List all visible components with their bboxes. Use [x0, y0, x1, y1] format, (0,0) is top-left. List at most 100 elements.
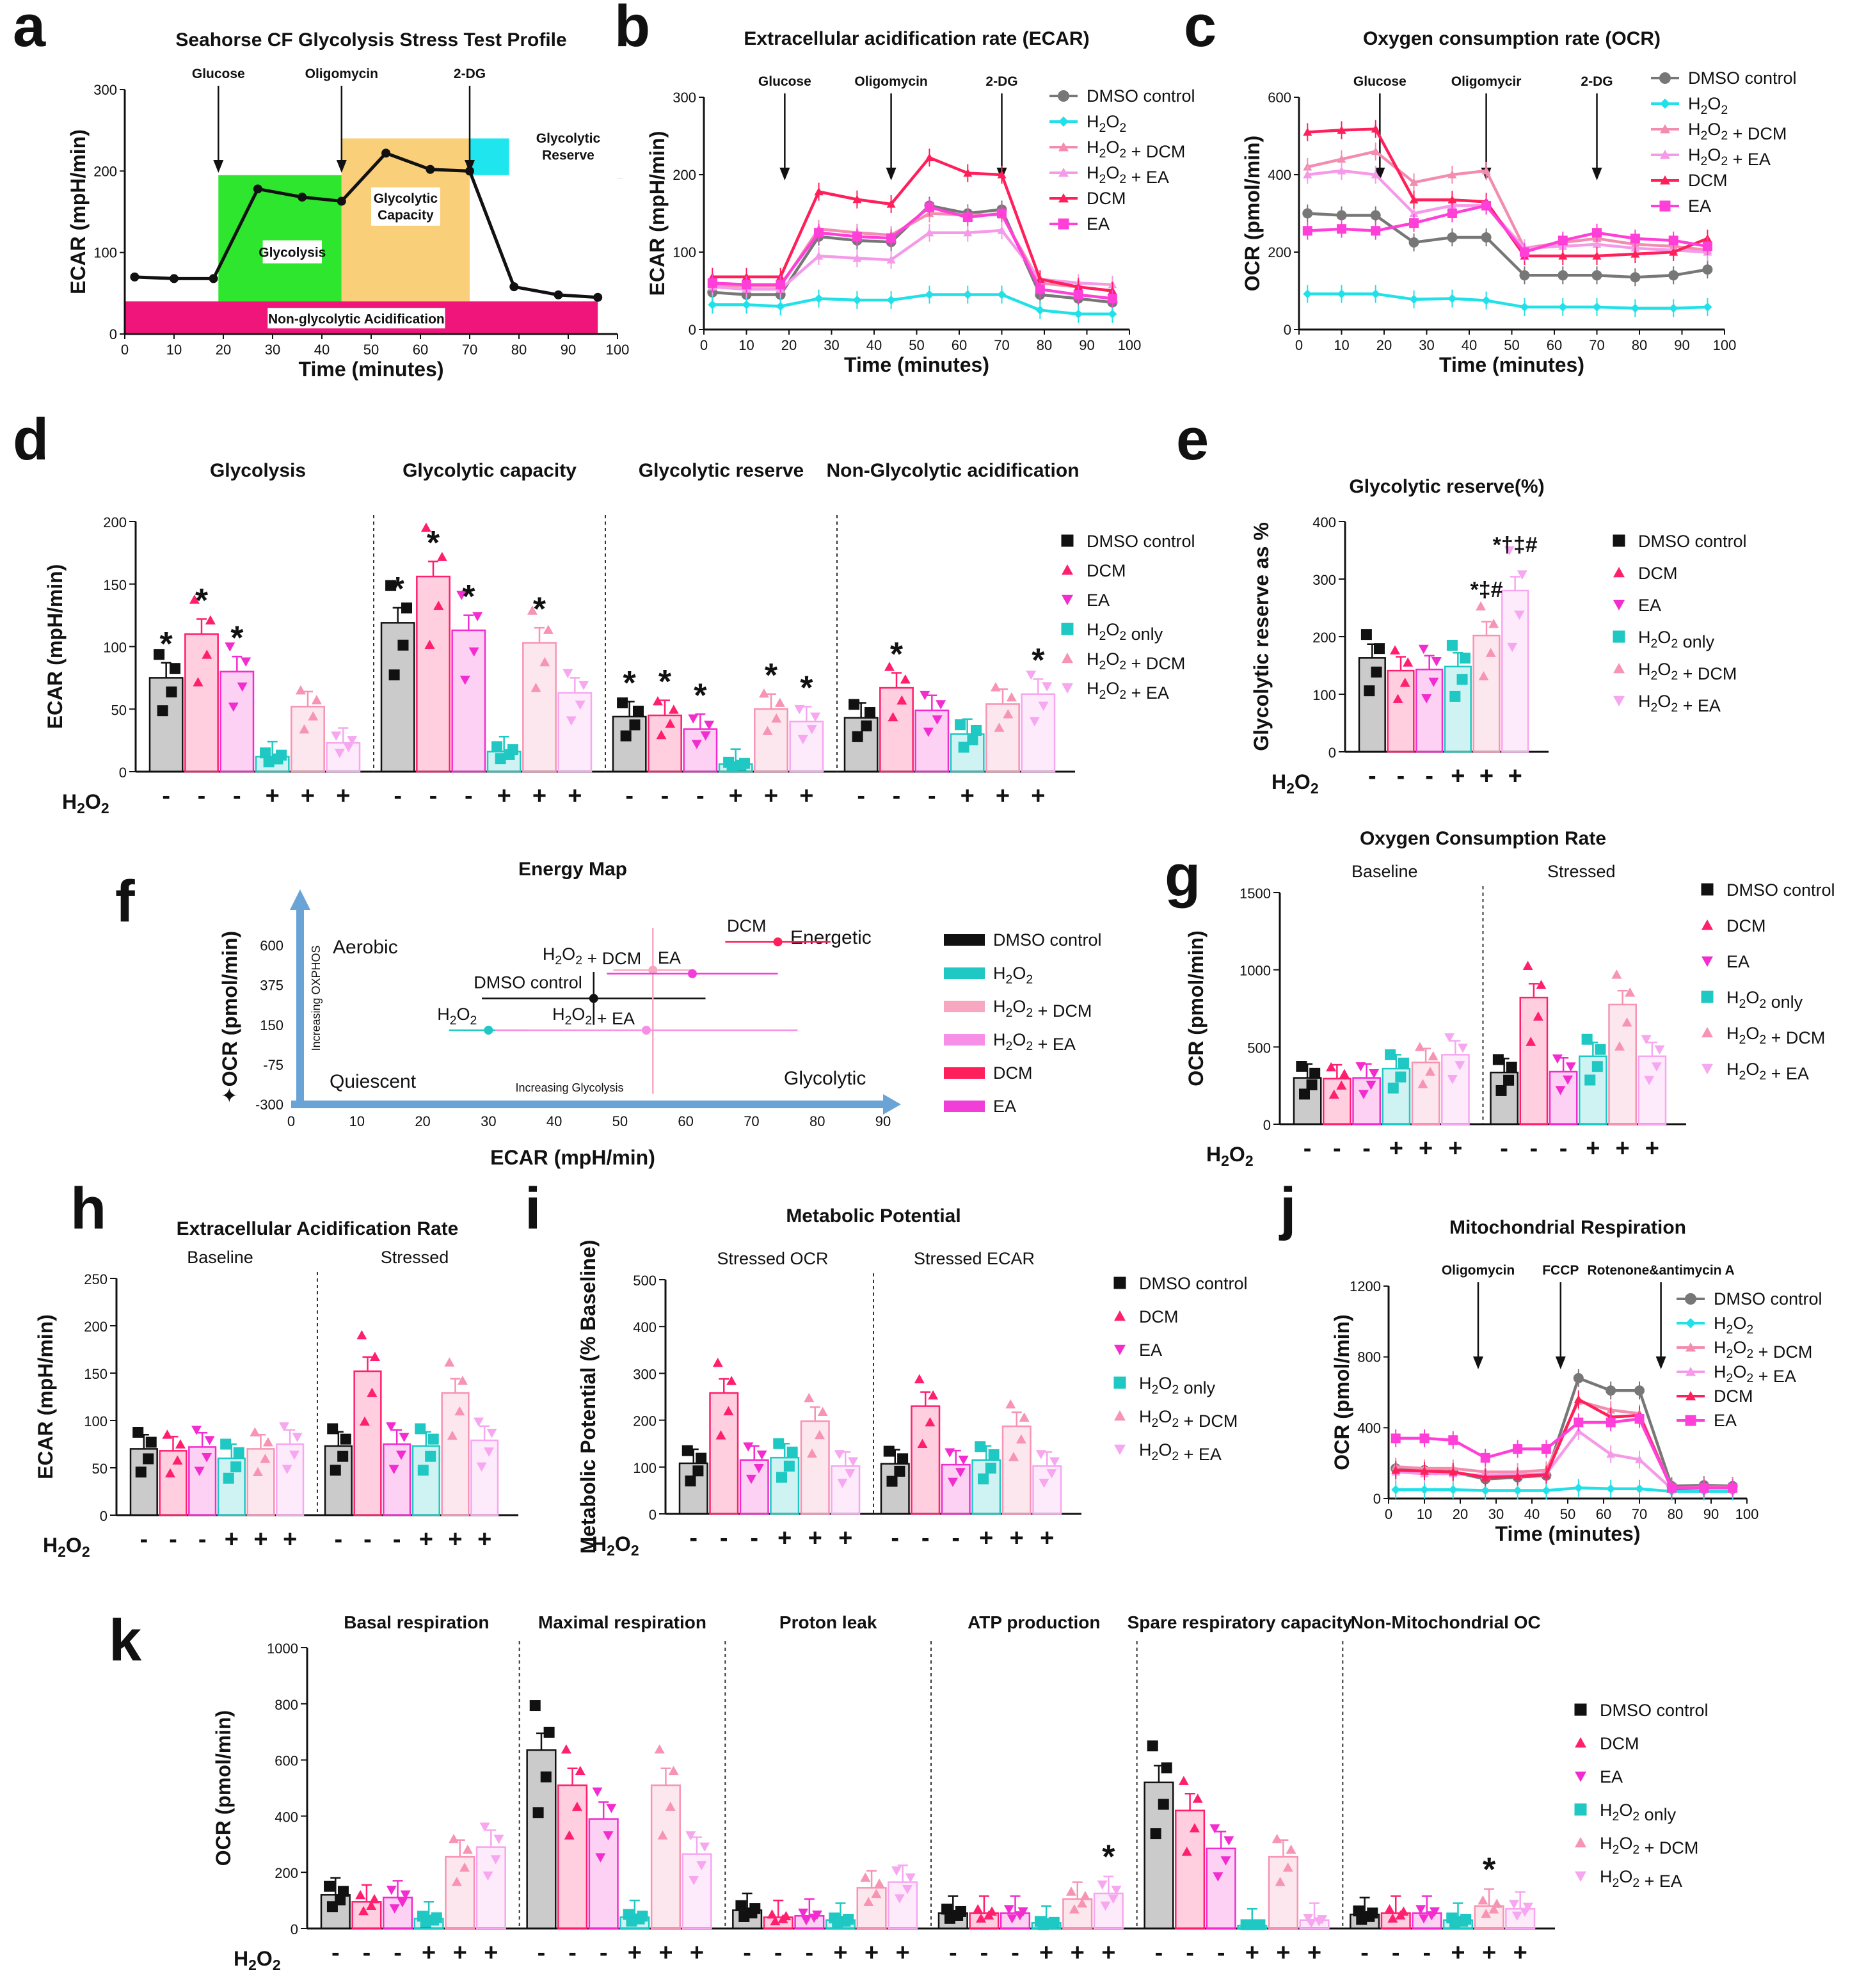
significance-star: * [694, 677, 707, 714]
legend-label: DMSO control [1688, 68, 1797, 88]
data-point [205, 615, 216, 624]
data-point [1522, 960, 1533, 971]
data-point [874, 1878, 885, 1888]
data-point [886, 199, 896, 208]
injection-label: 2-DG [454, 67, 486, 81]
data-point [971, 724, 982, 736]
y-tick-label: 400 [1357, 1420, 1381, 1436]
legend-marker [1613, 534, 1625, 547]
legend-marker [1575, 1837, 1586, 1848]
data-point [592, 1787, 603, 1797]
data-point [1635, 1484, 1644, 1493]
data-point [1447, 232, 1458, 243]
data-point [191, 1426, 202, 1435]
h2o2-sign: + [1276, 1939, 1290, 1966]
data-point [1481, 1909, 1492, 1918]
h2o2-sign: - [600, 1939, 608, 1966]
panel-d: 0 50 100 150 200 ECAR (mpH/min) Glycolysis * - * -… [44, 460, 1195, 816]
h2o2-sign: - [689, 1525, 697, 1552]
data-point [1478, 671, 1489, 681]
data-point [1420, 1485, 1429, 1495]
data-point [308, 711, 319, 720]
legend-marker [1058, 90, 1069, 102]
bar [1387, 669, 1415, 753]
data-point [696, 1452, 707, 1464]
data-point [1606, 1449, 1616, 1458]
legend-label: H2O2 only [1638, 628, 1715, 651]
bar [276, 1443, 305, 1516]
x-tick-label: 80 [511, 342, 527, 358]
legend-label: H2O2 only [1726, 988, 1803, 1012]
h2o2-sign: + [1479, 763, 1494, 790]
data-point [1302, 226, 1312, 236]
data-point [1339, 1069, 1350, 1079]
data-point [1220, 1856, 1231, 1866]
data-point [1178, 1776, 1189, 1785]
bar [522, 642, 557, 773]
bar [1323, 1077, 1351, 1125]
data-point [888, 712, 898, 722]
legend-label: EA [1714, 1411, 1737, 1430]
data-point [773, 937, 783, 947]
data-point [331, 731, 342, 741]
data-point [561, 1744, 571, 1754]
data-point [1387, 1083, 1399, 1094]
h2o2-sign: + [1010, 1525, 1024, 1552]
data-point [955, 1468, 966, 1477]
data-point [1356, 1914, 1367, 1925]
data-point [324, 1881, 335, 1892]
x-arrowhead [883, 1094, 901, 1115]
region-label: Non-glycolytic Acidification [268, 312, 445, 326]
data-point [1409, 178, 1419, 186]
x-tick-label: 50 [1560, 1506, 1575, 1522]
h2o2-sign: - [162, 783, 170, 809]
data-point [726, 1376, 737, 1385]
data-point [735, 1900, 747, 1911]
h2o2-sign: + [253, 1526, 267, 1553]
data-point [399, 1433, 410, 1442]
h2o2-sign: + [838, 1525, 852, 1552]
h2o2-sign: - [1303, 1135, 1312, 1162]
data-point [1447, 195, 1457, 203]
data-point [1415, 1905, 1426, 1914]
data-point [665, 1801, 676, 1811]
data-point [162, 1429, 173, 1439]
x-tick-label: 20 [216, 342, 231, 358]
x-tick-label: 70 [994, 337, 1009, 353]
data-point [1669, 248, 1678, 256]
x-tick-label: 50 [909, 337, 924, 353]
panel-letter-i: i [525, 1176, 541, 1241]
data-point [459, 1862, 470, 1872]
data-point [250, 1427, 260, 1436]
h2o2-sign: - [1397, 763, 1405, 790]
data-point [595, 1853, 606, 1863]
legend-label: H2O2 + DCM [1139, 1407, 1238, 1431]
data-point [897, 695, 907, 705]
x-tick-label: 40 [1462, 337, 1477, 353]
h2o2-sign: + [301, 783, 315, 809]
data-point [1591, 270, 1602, 281]
data-point [863, 1897, 874, 1907]
data-point [1108, 1894, 1119, 1904]
data-point [997, 209, 1007, 218]
data-point [707, 278, 717, 288]
data-point [1035, 284, 1045, 294]
bar [1519, 996, 1549, 1125]
data-point [814, 1429, 825, 1440]
data-point [1371, 666, 1382, 678]
data-point [1097, 1881, 1108, 1890]
injection-label: Glucose [1353, 74, 1407, 89]
legend-swatch [944, 967, 985, 979]
x-tick-label: 80 [809, 1113, 825, 1129]
data-point [1428, 1051, 1439, 1061]
data-point [1254, 1919, 1266, 1930]
h2o2-sign: + [283, 1526, 297, 1553]
data-point [1478, 1895, 1488, 1905]
legend-label: H2O2 + DCM [1714, 1338, 1812, 1362]
bar [1441, 1054, 1470, 1125]
section-title: Glycolytic reserve [639, 460, 804, 481]
data-point [1481, 200, 1492, 211]
bar [1501, 589, 1529, 753]
data-point [1495, 1085, 1507, 1096]
legend-label: H2O2 + DCM [1600, 1834, 1698, 1857]
